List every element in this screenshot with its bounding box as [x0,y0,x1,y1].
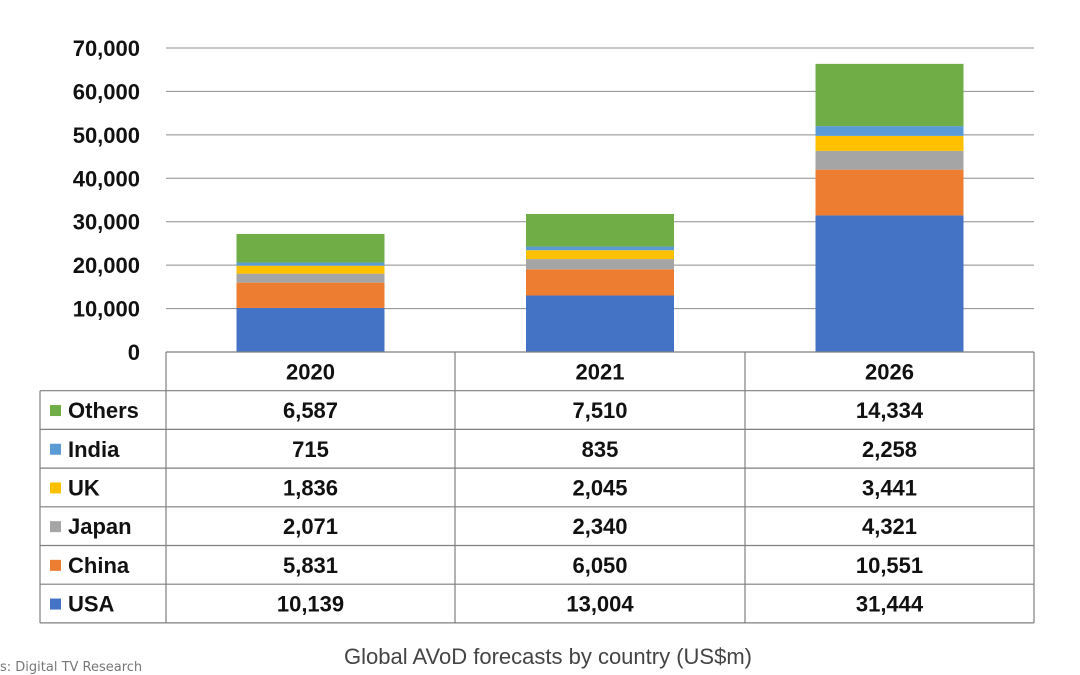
bar-segment-japan-2021 [526,259,674,270]
legend-key-india [50,443,61,455]
data-table: 2020 2021 2026 Others 6,587 7,510 14,334 India 7… [39,351,1035,624]
bar-segment-others-2020 [236,233,385,263]
x-tick-label: 2026 [865,359,914,384]
legend-key-usa [50,598,61,610]
y-tick-label: 40,000 [73,166,140,191]
legend-key-china [50,559,61,571]
y-tick-label: 0 [128,340,140,365]
legend-label-china: China [68,553,130,578]
bar-segment-india-2026 [815,126,964,136]
bar-segment-uk-2026 [815,135,964,151]
legend-label-japan: Japan [68,514,132,539]
bar-segment-usa-2026 [815,215,964,352]
data-label: 13,004 [566,592,634,617]
data-label: 2,045 [572,475,627,500]
legend-label-uk: UK [68,475,100,500]
bar-segment-china-2026 [815,169,964,216]
data-label: 31,444 [856,592,924,617]
data-label: 6,050 [572,553,627,578]
bar-segment-china-2020 [236,282,385,308]
data-label: 7,510 [572,398,627,423]
y-axis: 0 10,000 20,000 30,000 40,000 50,000 60,000 70,… [73,36,140,365]
y-tick-label: 20,000 [73,253,140,278]
bar-segment-india-2021 [526,246,674,251]
data-label: 2,071 [283,514,338,539]
legend-key-japan [50,521,61,533]
y-tick-label: 10,000 [73,297,140,322]
bar-segment-uk-2020 [236,265,385,274]
y-tick-label: 30,000 [73,210,140,235]
y-tick-label: 70,000 [73,36,140,61]
data-label: 1,836 [283,475,338,500]
legend-key-uk [50,482,61,494]
bars [236,63,964,352]
x-tick-label: 2020 [286,359,335,384]
x-tick-label: 2021 [576,359,625,384]
bar-segment-usa-2021 [526,295,674,352]
bar-segment-japan-2020 [236,273,385,283]
bar-segment-others-2021 [526,213,674,247]
bar-segment-japan-2026 [815,150,964,170]
source-credit: s: Digital TV Research [0,660,142,675]
data-label: 2,340 [572,514,627,539]
legend-label-usa: USA [68,592,115,617]
data-label: 715 [292,437,329,462]
data-label: 2,258 [862,437,917,462]
data-label: 14,334 [856,398,924,423]
bar-segment-uk-2021 [526,250,674,260]
data-label: 3,441 [862,475,917,500]
data-label: 6,587 [283,398,338,423]
data-label: 10,139 [277,592,344,617]
y-tick-label: 50,000 [73,123,140,148]
chart-caption: Global AVoD forecasts by country (US$m) [344,644,752,669]
data-label: 5,831 [283,553,338,578]
legend-key-others [50,405,61,417]
data-label: 10,551 [856,553,923,578]
y-tick-label: 60,000 [73,79,140,104]
data-label: 835 [582,437,619,462]
data-label: 4,321 [862,514,917,539]
bar-segment-india-2020 [236,262,385,266]
legend-label-india: India [68,437,120,462]
legend-label-others: Others [68,398,139,423]
bar-segment-others-2026 [815,63,964,127]
bar-segment-china-2021 [526,269,674,296]
bar-segment-usa-2020 [236,307,385,352]
